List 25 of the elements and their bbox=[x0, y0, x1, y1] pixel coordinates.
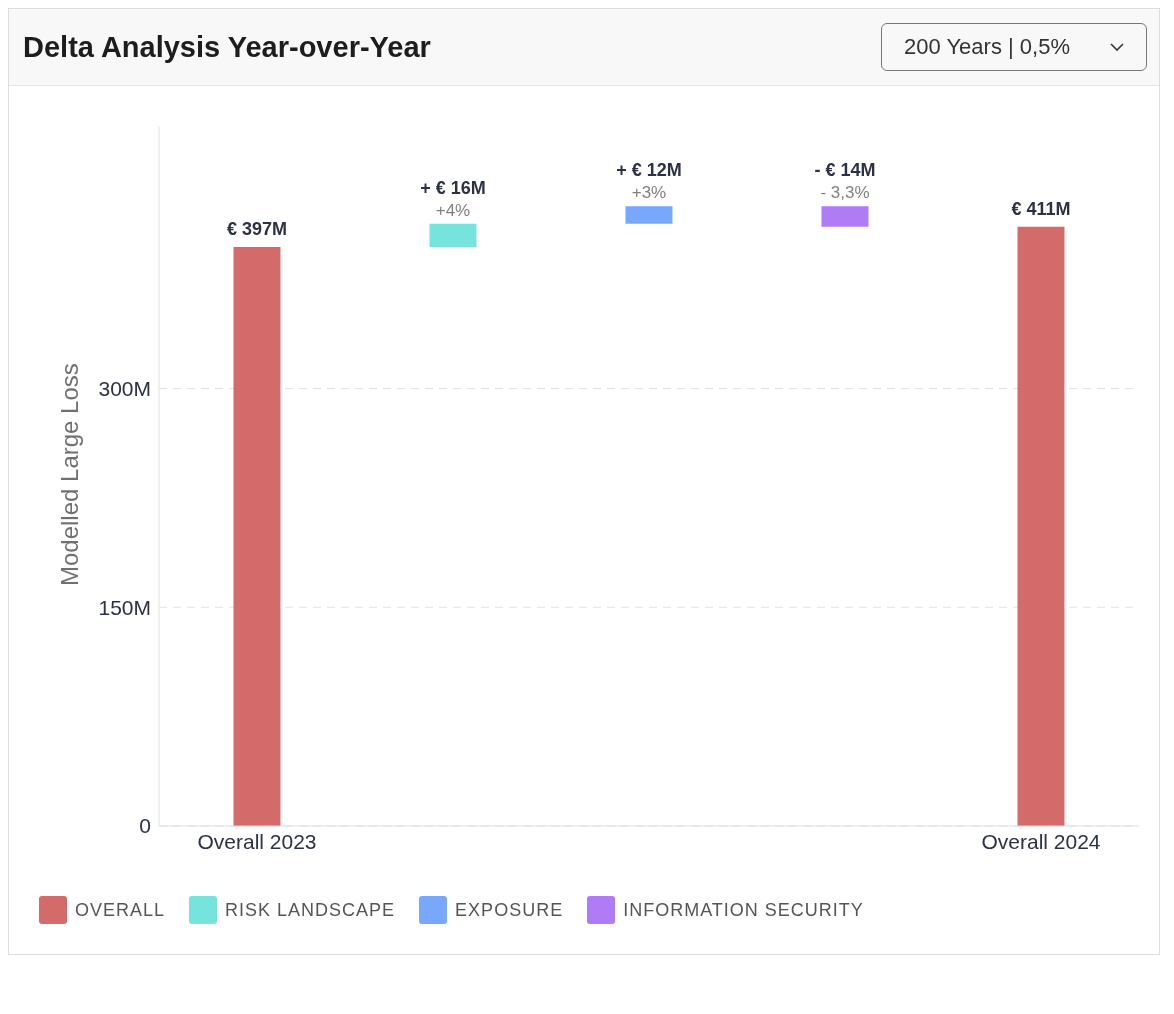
legend-label: RISK LANDSCAPE bbox=[225, 899, 396, 921]
y-tick-label: 150M bbox=[98, 595, 151, 619]
x-tick-label: Overall 2023 bbox=[197, 829, 317, 853]
y-tick-label: 0 bbox=[139, 814, 151, 838]
data-label: € 397M bbox=[226, 219, 287, 240]
bar bbox=[429, 223, 477, 248]
y-tick-label: 300M bbox=[98, 376, 151, 400]
y-axis-title: Modelled Large Loss bbox=[55, 363, 83, 586]
data-label: € 411M bbox=[1011, 198, 1071, 219]
annotation: +3% bbox=[631, 183, 667, 203]
annotation: - 3,3% bbox=[820, 183, 870, 203]
data-label: - € 14M bbox=[814, 160, 876, 181]
bar bbox=[233, 247, 281, 826]
bar bbox=[625, 206, 673, 224]
bar bbox=[821, 206, 869, 227]
annotation: +4% bbox=[435, 200, 471, 220]
legend-label: OVERALL bbox=[75, 899, 166, 921]
chart-title: Delta Analysis Year-over-Year bbox=[23, 30, 431, 64]
data-label: + € 12M bbox=[616, 160, 682, 181]
text: 200 Years | 0,5% bbox=[904, 34, 1070, 60]
bar bbox=[1017, 226, 1065, 826]
data-label: + € 16M bbox=[420, 177, 486, 198]
legend-label: INFORMATION SECURITY bbox=[623, 899, 864, 921]
x-tick-label: Overall 2024 bbox=[981, 829, 1101, 853]
legend-label: EXPOSURE bbox=[455, 899, 564, 921]
